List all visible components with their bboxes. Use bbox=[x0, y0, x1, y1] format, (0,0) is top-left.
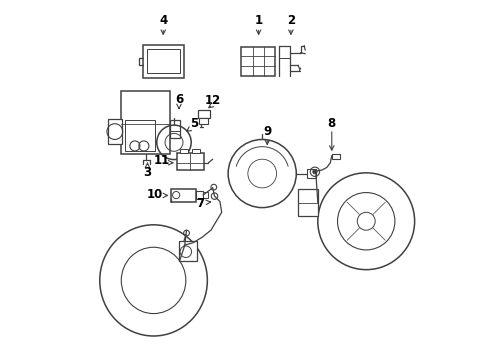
Text: 1: 1 bbox=[255, 14, 263, 27]
Text: 3: 3 bbox=[144, 166, 151, 179]
Bar bbox=[192, 149, 200, 153]
Bar bbox=[122, 91, 170, 154]
Bar bbox=[108, 119, 122, 144]
Bar bbox=[179, 241, 196, 261]
Bar bbox=[125, 120, 155, 150]
Circle shape bbox=[313, 170, 317, 174]
Bar bbox=[332, 154, 340, 159]
Bar bbox=[307, 169, 316, 178]
Text: 6: 6 bbox=[175, 93, 183, 106]
Text: 12: 12 bbox=[205, 94, 221, 107]
Text: 4: 4 bbox=[159, 14, 168, 27]
Bar bbox=[177, 153, 204, 170]
Bar bbox=[180, 149, 188, 153]
Bar bbox=[196, 191, 203, 199]
Text: 9: 9 bbox=[263, 125, 271, 138]
Bar bbox=[203, 192, 208, 198]
Text: 2: 2 bbox=[287, 14, 295, 27]
Bar bbox=[172, 189, 196, 202]
Bar bbox=[199, 118, 208, 125]
Text: 8: 8 bbox=[328, 117, 336, 130]
Bar bbox=[197, 111, 210, 118]
Bar bbox=[147, 49, 180, 73]
Bar bbox=[242, 46, 275, 76]
Bar bbox=[298, 189, 318, 216]
Bar bbox=[170, 120, 180, 138]
Bar bbox=[143, 45, 184, 78]
Text: 10: 10 bbox=[147, 188, 163, 201]
Text: 7: 7 bbox=[196, 197, 204, 210]
Text: 5: 5 bbox=[190, 117, 198, 130]
Text: 11: 11 bbox=[154, 154, 170, 167]
